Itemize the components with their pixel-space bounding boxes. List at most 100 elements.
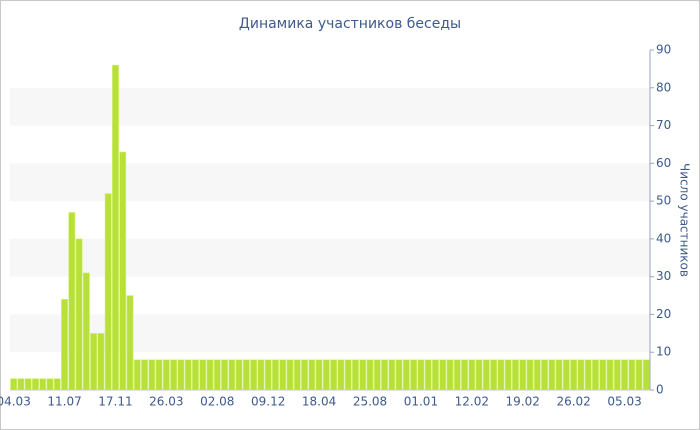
bar — [381, 359, 388, 391]
bar — [548, 359, 556, 391]
bar — [39, 378, 47, 391]
bar — [235, 359, 243, 391]
bar — [490, 359, 498, 391]
x-tick-label: 02.08 — [200, 395, 234, 409]
bar — [344, 359, 352, 391]
y-tick-label: 10 — [656, 345, 671, 359]
bar — [439, 359, 447, 391]
bar — [352, 359, 359, 391]
bar — [388, 359, 396, 391]
bar — [555, 359, 563, 391]
chart-title: Динамика участников беседы — [239, 16, 461, 32]
bar — [279, 359, 287, 391]
bar — [206, 359, 214, 391]
bar — [46, 378, 54, 391]
bar — [10, 378, 18, 391]
x-tick-label: 18.04 — [302, 395, 336, 409]
y-tick-label: 40 — [656, 231, 671, 245]
bar — [432, 359, 439, 391]
bar — [155, 359, 163, 391]
bar — [250, 359, 258, 391]
bar — [322, 359, 330, 391]
bar — [642, 359, 650, 391]
bar — [446, 359, 454, 391]
bar — [286, 359, 294, 391]
y-tick-label: 30 — [656, 269, 671, 283]
x-tick-label: 25.08 — [353, 395, 387, 409]
bar — [133, 359, 141, 391]
grid-band — [10, 87, 650, 126]
bar — [337, 359, 345, 391]
bar — [213, 359, 221, 391]
bar — [359, 359, 367, 391]
bar — [468, 359, 476, 391]
bar — [410, 359, 418, 391]
bar — [512, 359, 519, 391]
x-tick-label: 11.07 — [47, 395, 81, 409]
bar — [148, 359, 156, 391]
x-tick-label: 01.01 — [404, 395, 438, 409]
bar — [475, 359, 483, 391]
y-tick-label: 60 — [656, 156, 671, 170]
x-tick-label: 26.03 — [149, 395, 183, 409]
bar — [68, 212, 76, 391]
bar — [192, 359, 199, 391]
bar — [24, 378, 32, 391]
bar — [257, 359, 265, 391]
bar — [613, 359, 621, 391]
y-tick-label: 50 — [656, 194, 671, 208]
y-tick-label: 0 — [656, 383, 664, 397]
bar — [504, 359, 512, 391]
bar — [562, 359, 570, 391]
x-tick-label: 26.02 — [556, 395, 590, 409]
bar — [606, 359, 614, 391]
bar — [272, 359, 279, 391]
y-tick-label: 20 — [656, 307, 671, 321]
bar — [395, 359, 403, 391]
bar — [301, 359, 308, 391]
bar — [541, 359, 548, 391]
bar — [482, 359, 490, 391]
bar — [308, 359, 316, 391]
bar — [119, 151, 127, 391]
y-tick-label: 70 — [656, 118, 671, 132]
bar — [221, 359, 228, 391]
bar — [97, 333, 105, 391]
bar — [621, 359, 628, 391]
x-tick-label: 05.03 — [607, 395, 641, 409]
x-tick-label: 09.12 — [251, 395, 285, 409]
bar — [293, 359, 301, 391]
bar — [330, 359, 338, 391]
bar — [592, 359, 599, 391]
bar — [264, 359, 272, 391]
bar — [177, 359, 185, 391]
bar — [90, 333, 98, 391]
bar — [53, 378, 61, 391]
bar — [126, 295, 134, 391]
bar — [366, 359, 374, 391]
bar — [584, 359, 592, 391]
bar — [184, 359, 192, 391]
x-tick-label: 04.03 — [0, 395, 31, 409]
bar — [497, 359, 505, 391]
bar — [170, 359, 178, 391]
x-tick-label: 12.02 — [455, 395, 489, 409]
x-tick-label: 19.02 — [506, 395, 540, 409]
bar — [424, 359, 432, 391]
bar — [628, 359, 636, 391]
bar — [461, 359, 468, 391]
y-tick-label: 80 — [656, 80, 671, 94]
y-axis-title: Число участников — [678, 163, 692, 277]
bar — [315, 359, 323, 391]
bar — [402, 359, 410, 391]
bar — [228, 359, 236, 391]
bar — [17, 378, 25, 391]
x-tick-label: 17.11 — [98, 395, 132, 409]
bar — [75, 238, 83, 391]
bar — [82, 272, 90, 391]
bar — [61, 299, 68, 391]
bar — [519, 359, 527, 391]
bar — [199, 359, 207, 391]
